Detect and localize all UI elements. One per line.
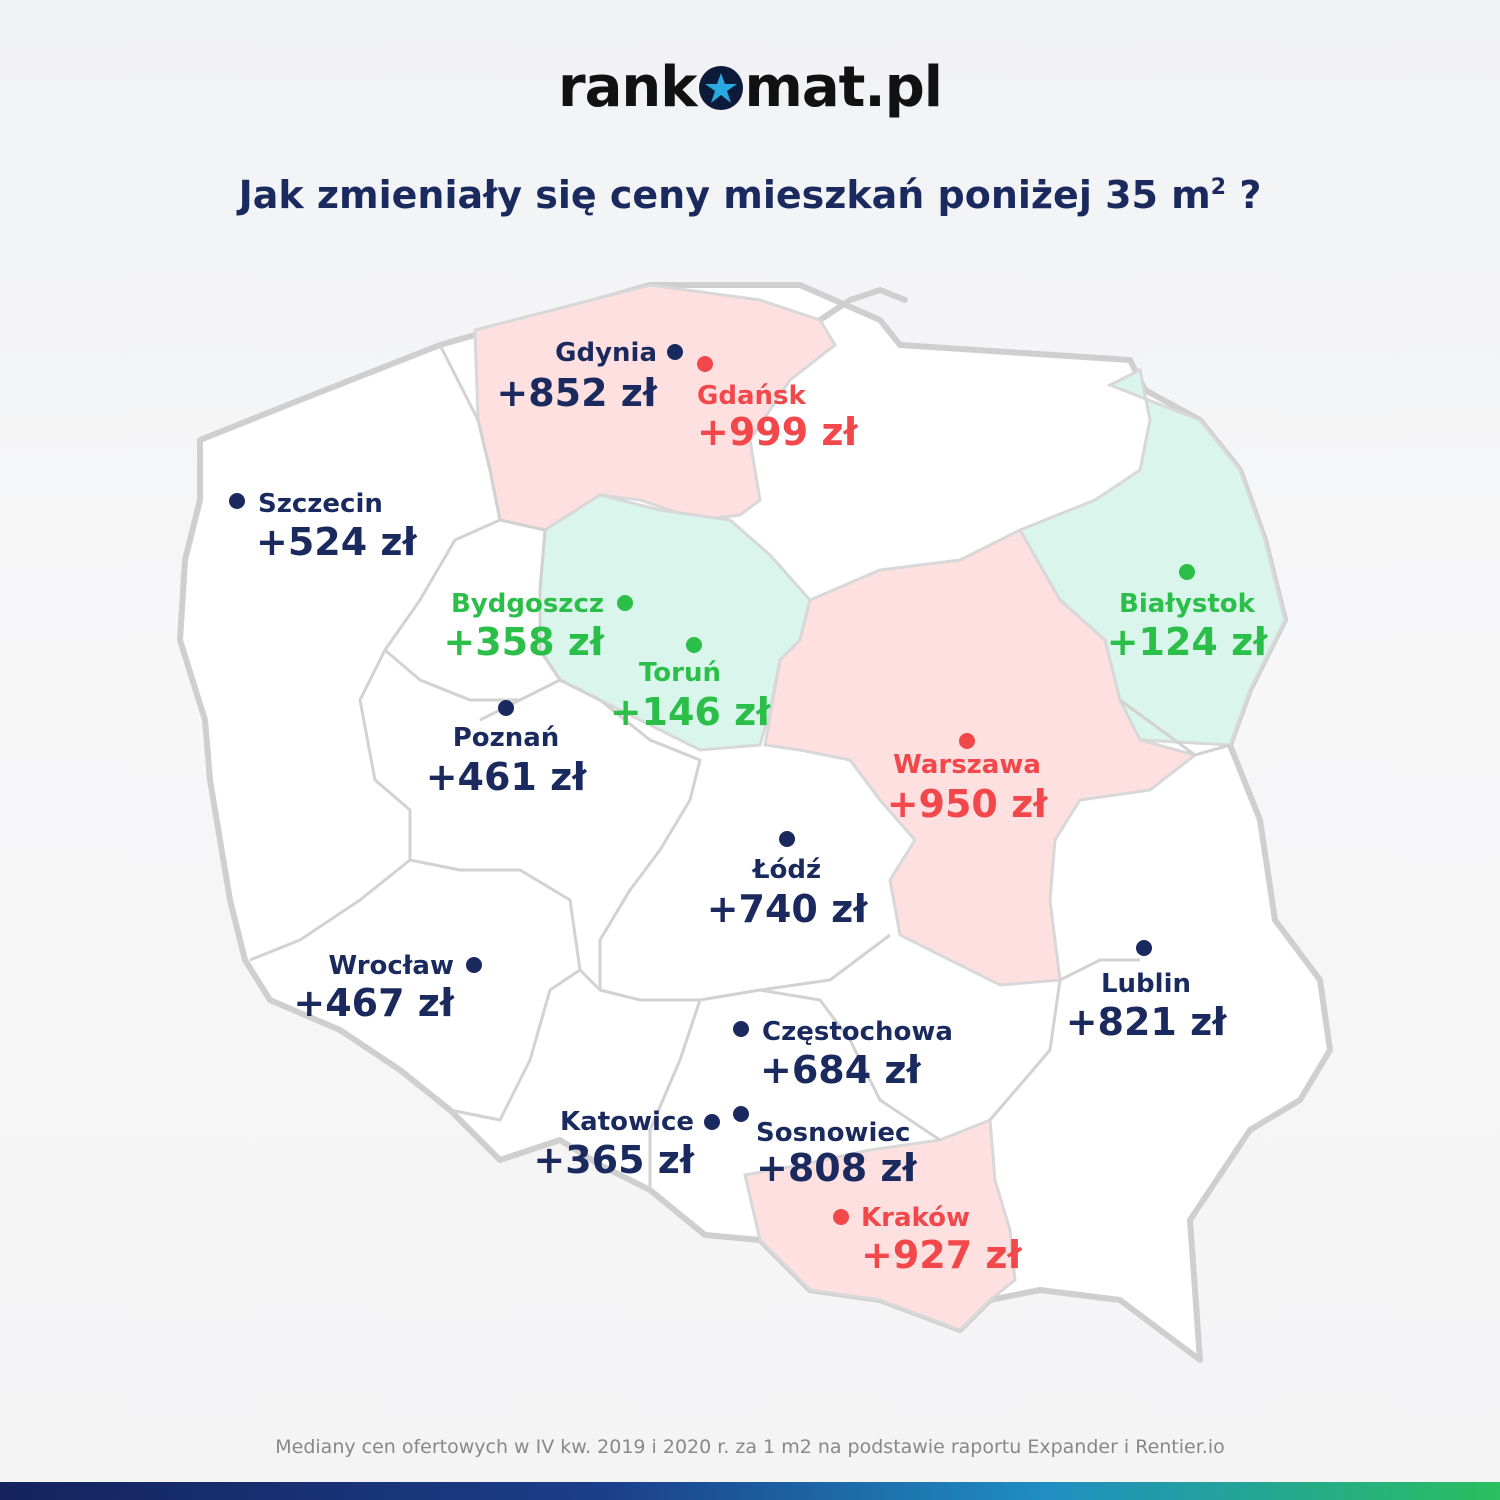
city-price-change: +524 zł (256, 520, 418, 564)
city-name: Sosnowiec (756, 1118, 910, 1148)
city-marker-bydgoszcz: Bydgoszcz+358 zł (443, 589, 633, 664)
city-name: Katowice (560, 1107, 694, 1137)
page-title-end: ? (1239, 173, 1262, 217)
page-title-text: Jak zmieniały się ceny mieszkań poniżej … (238, 173, 1211, 217)
region-malopolskie (743, 1117, 1017, 1332)
page-title: Jak zmieniały się ceny mieszkań poniżej … (0, 160, 1500, 223)
city-name: Łódź (751, 855, 821, 885)
city-dot (667, 344, 683, 360)
city-marker-warszawa: Warszawa+950 zł (887, 733, 1049, 826)
city-price-change: +852 zł (496, 371, 658, 415)
city-name: Białystok (1119, 589, 1256, 619)
city-price-change: +146 zł (610, 690, 772, 734)
city-dot (733, 1021, 749, 1037)
city-price-change: +999 zł (697, 410, 859, 454)
peninsula-shape (817, 286, 908, 323)
city-dot (498, 700, 514, 716)
city-marker-lublin: Lublin+821 zł (1066, 940, 1228, 1044)
city-name: Szczecin (258, 489, 383, 519)
city-name: Gdańsk (697, 381, 806, 411)
city-name: Wrocław (328, 951, 454, 981)
city-name: Bydgoszcz (451, 589, 604, 619)
city-price-change: +467 zł (293, 981, 455, 1025)
city-name: Warszawa (893, 750, 1041, 780)
city-marker-krakow: Kraków+927 zł (833, 1203, 1023, 1277)
city-dot (704, 1114, 720, 1130)
city-name: Lublin (1101, 969, 1191, 999)
source-footnote: Mediany cen ofertowych w IV kw. 2019 i 2… (275, 1436, 1225, 1458)
city-price-change: +927 zł (861, 1233, 1023, 1277)
city-name: Poznań (453, 723, 560, 753)
city-marker-gdansk: Gdańsk+999 zł (697, 356, 859, 454)
city-marker-poznan: Poznań+461 zł (426, 700, 588, 799)
city-name: Częstochowa (762, 1017, 953, 1047)
city-dot (779, 831, 795, 847)
city-dot (617, 595, 633, 611)
region-mazowieckie (763, 528, 1199, 987)
city-marker-gdynia: Gdynia+852 zł (496, 338, 683, 415)
city-dot (1179, 564, 1195, 580)
city-price-change: +950 zł (887, 782, 1049, 826)
city-dot (466, 957, 482, 973)
city-marker-czestochowa: Częstochowa+684 zł (733, 1017, 953, 1092)
city-dot (1136, 940, 1152, 956)
city-price-change: +740 zł (707, 887, 869, 931)
city-price-change: +365 zł (533, 1138, 695, 1182)
city-price-change: +358 zł (443, 620, 605, 664)
city-price-change: +124 zł (1107, 620, 1269, 664)
city-dot (833, 1209, 849, 1225)
city-name: Toruń (639, 658, 721, 688)
city-marker-sosnowiec: Sosnowiec+808 zł (733, 1106, 918, 1190)
bottom-gradient-bar (0, 1482, 1500, 1500)
logo-text-right: mat.pl (744, 55, 943, 120)
city-dot (686, 637, 702, 653)
city-dot (229, 493, 245, 509)
logo-text-left: rank (558, 55, 698, 120)
city-price-change: +808 zł (756, 1146, 918, 1190)
city-name: Kraków (861, 1203, 970, 1233)
page-title-superscript: 2 (1210, 175, 1227, 200)
city-dot (697, 356, 713, 372)
city-name: Gdynia (555, 338, 657, 368)
city-marker-szczecin: Szczecin+524 zł (229, 489, 418, 564)
city-dot (959, 733, 975, 749)
city-marker-torun: Toruń+146 zł (610, 637, 772, 734)
brand-logo: rank mat.pl (0, 48, 1500, 128)
city-marker-bialystok: Białystok+124 zł (1107, 564, 1269, 664)
city-marker-wroclaw: Wrocław+467 zł (293, 951, 482, 1025)
city-price-change: +684 zł (760, 1048, 922, 1092)
city-price-change: +821 zł (1066, 1000, 1228, 1044)
star-icon (698, 66, 743, 110)
city-marker-lodz: Łódź+740 zł (707, 831, 869, 931)
city-marker-katowice: Katowice+365 zł (533, 1107, 720, 1182)
city-price-change: +461 zł (426, 755, 588, 799)
city-dot (733, 1106, 749, 1122)
region-borders (249, 344, 1231, 1190)
